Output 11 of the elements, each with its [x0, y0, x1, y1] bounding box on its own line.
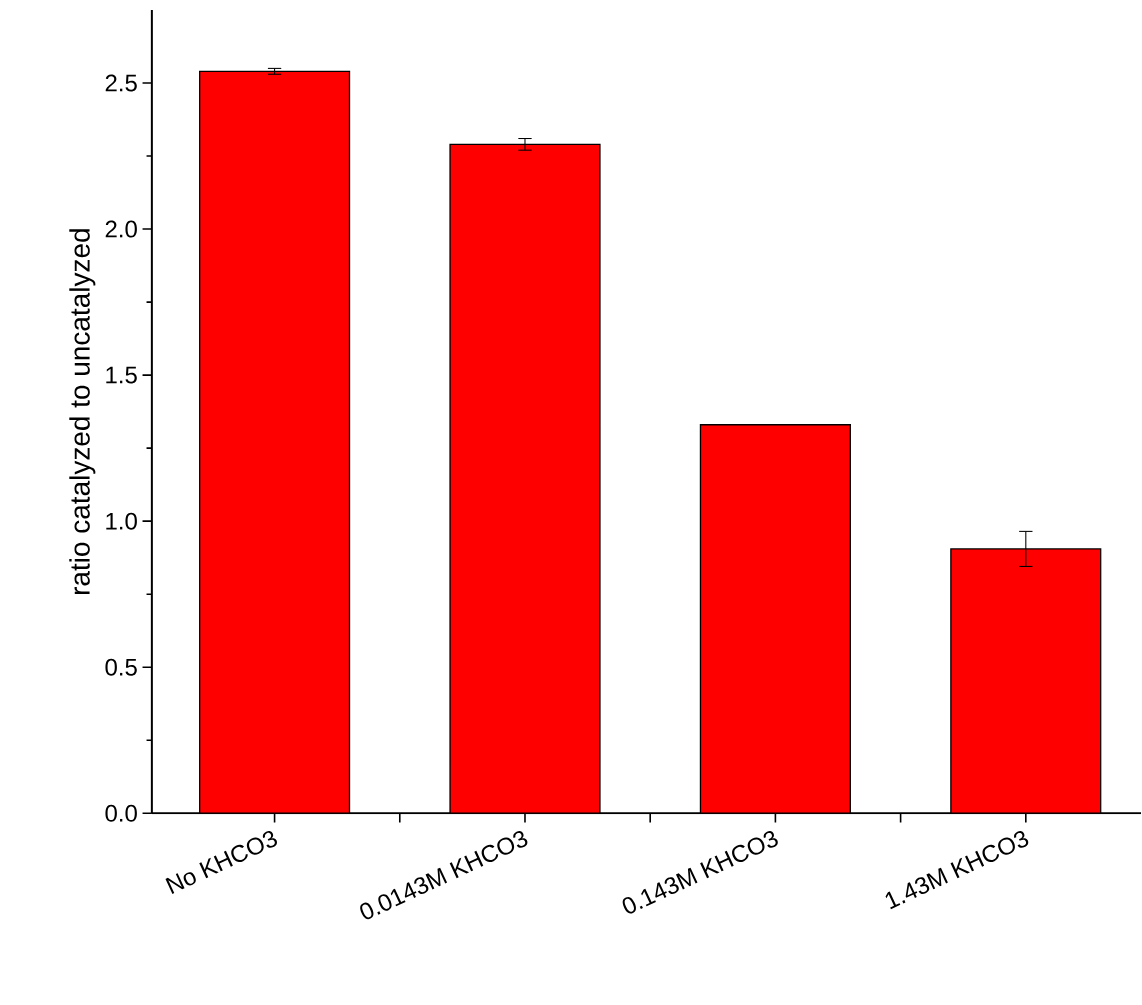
bar: [950, 548, 1102, 814]
bar: [699, 424, 852, 814]
y-tick-label: 2.5: [105, 74, 137, 92]
y-tick-label: 0.0: [105, 804, 137, 822]
y-tick-label: 0.5: [105, 658, 137, 676]
y-tick-label: 1.5: [106, 366, 137, 384]
y-tick-label: 1.0: [106, 512, 137, 530]
bar: [449, 143, 601, 814]
bar: [198, 70, 351, 814]
y-tick-label: 2.0: [105, 220, 137, 238]
y-axis-title: ratio catalyzed to uncatalyzed: [69, 229, 96, 594]
